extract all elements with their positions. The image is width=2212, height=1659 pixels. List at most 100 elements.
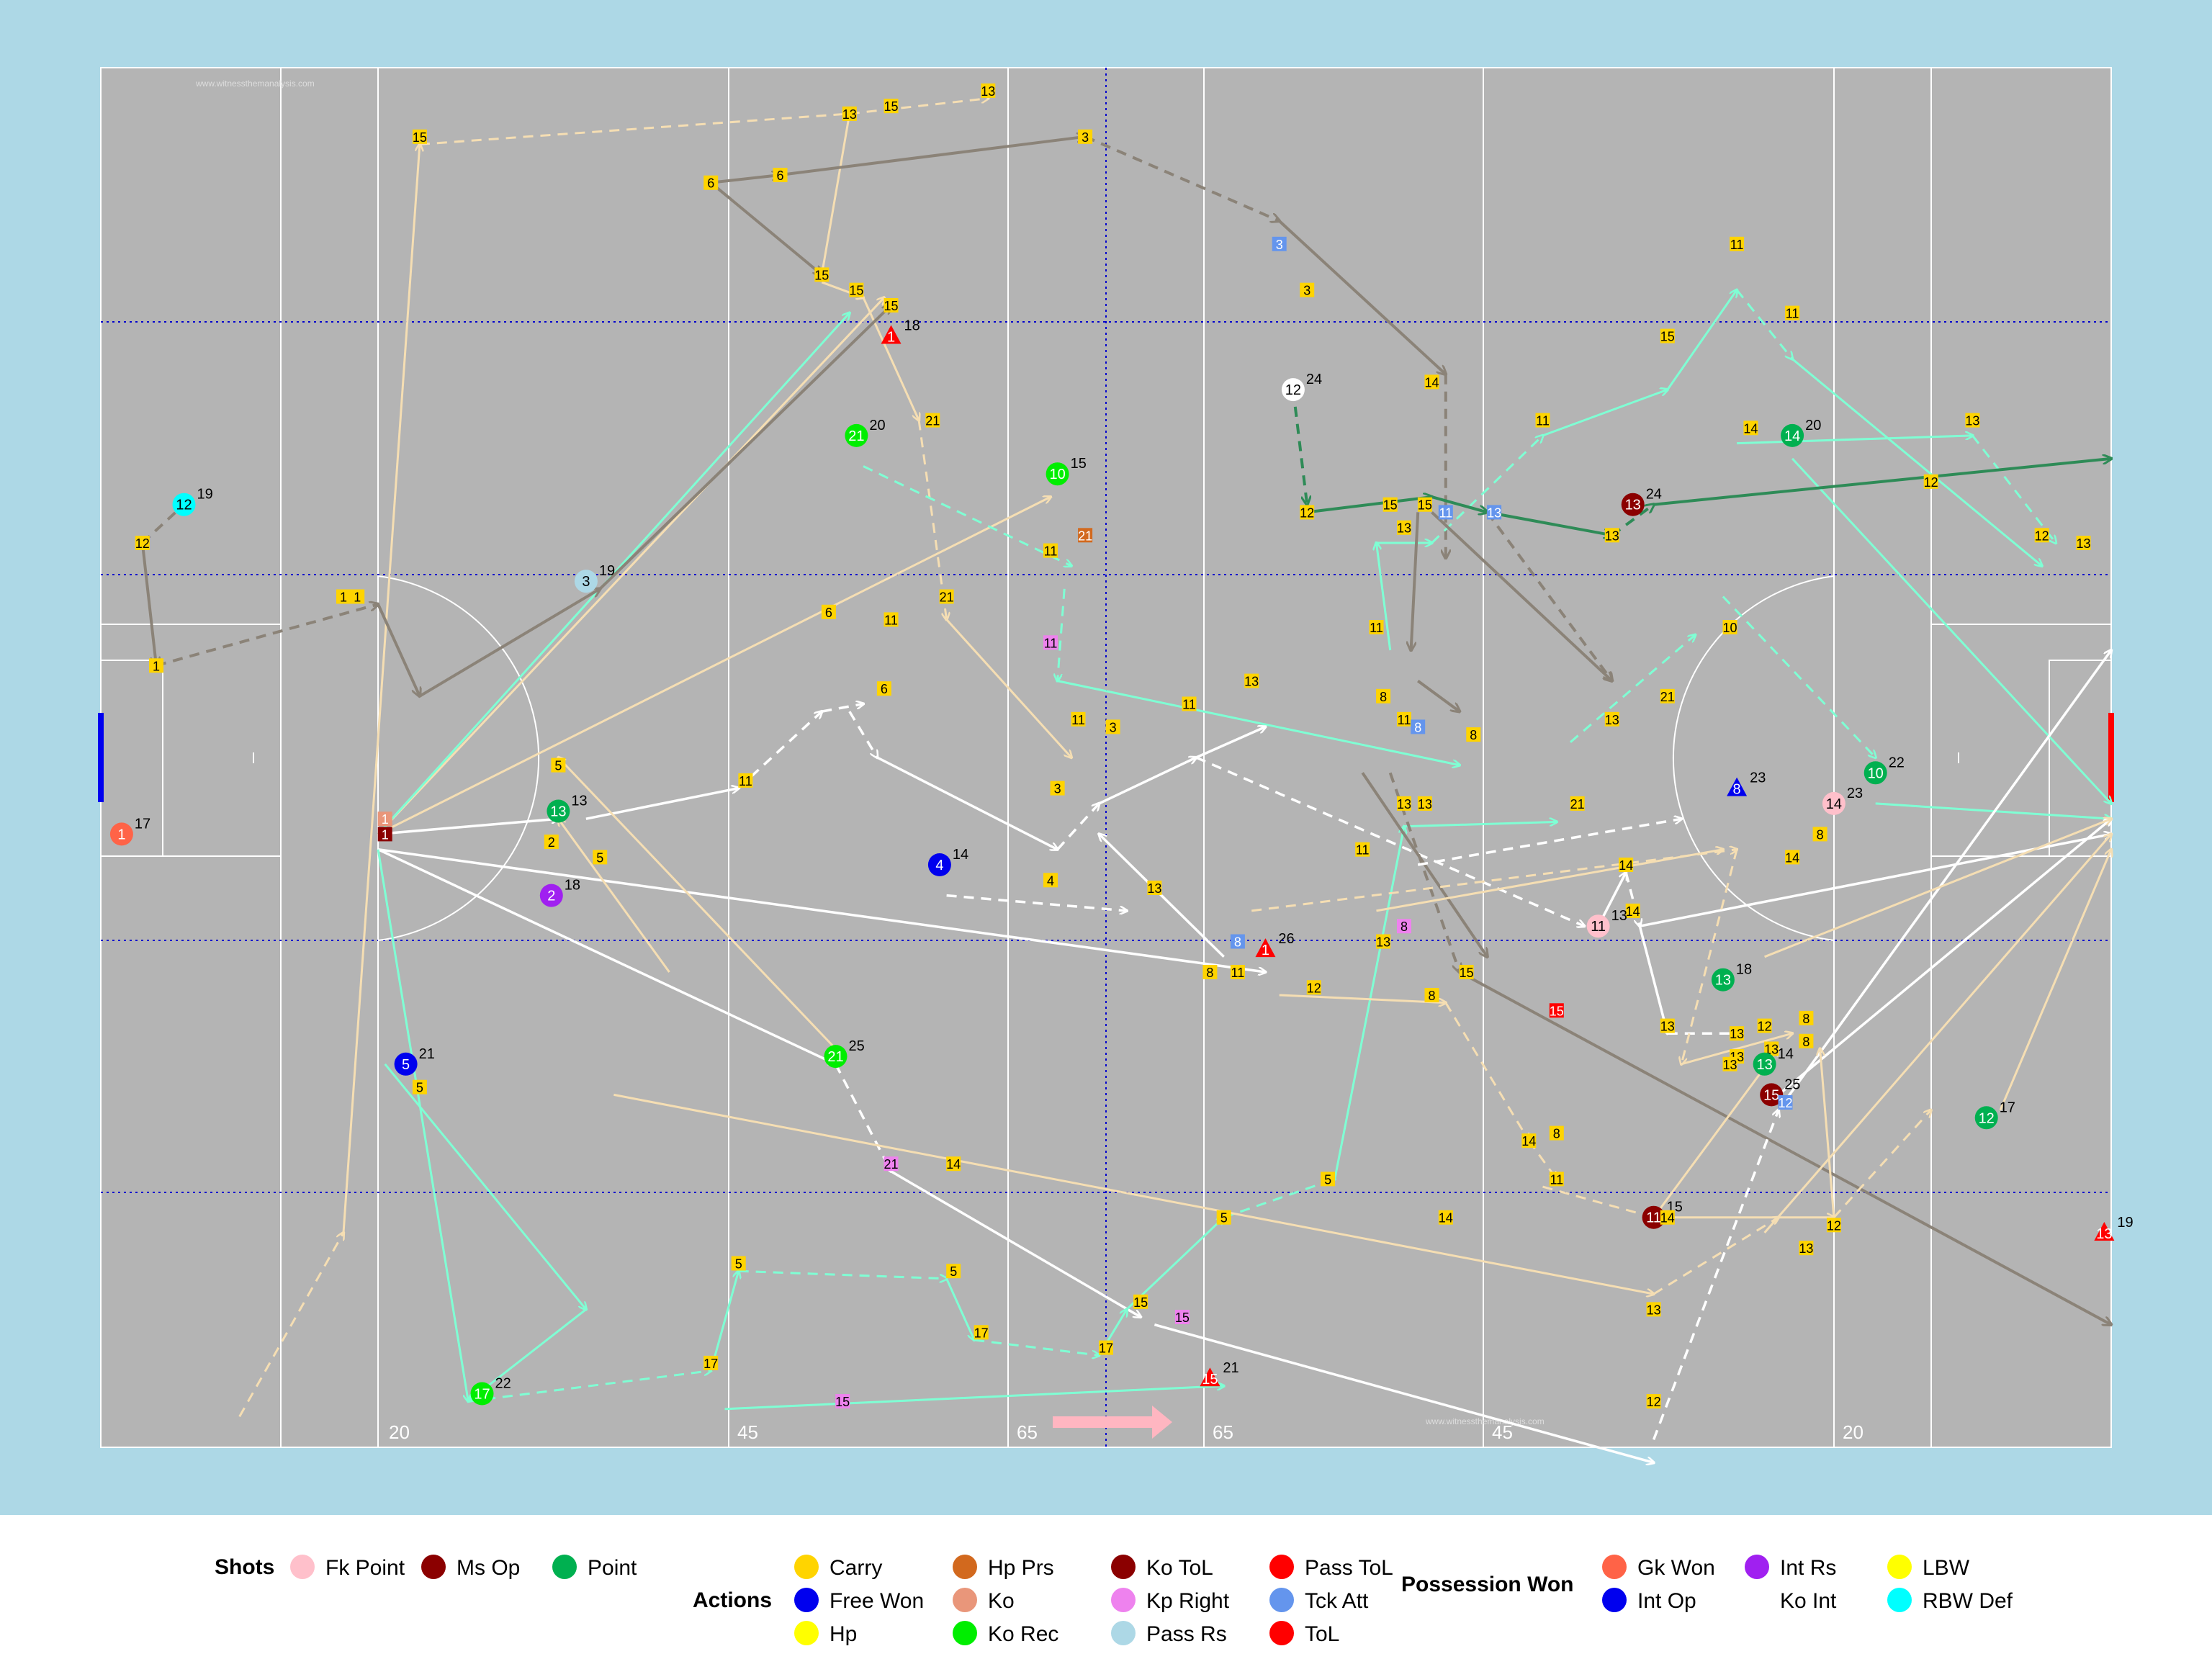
event-marker-79: 11: [1397, 711, 1411, 727]
event-marker-62: 1 26: [1255, 931, 1295, 958]
legend-key: [953, 1621, 977, 1645]
event-marker-92: 15: [1550, 1003, 1564, 1018]
event-marker-label: 5: [735, 1257, 742, 1272]
event-marker-label: 13: [1965, 414, 1979, 428]
legend-key: [1887, 1588, 1912, 1612]
event-marker-label: 5: [596, 850, 603, 865]
event-marker-107: 11 13: [1586, 908, 1627, 938]
event-marker-90: 12: [1307, 980, 1321, 995]
event-line-26: [1057, 680, 1460, 765]
event-marker-label: 8: [1802, 1035, 1809, 1049]
event-line-93: [1376, 850, 1723, 912]
legend-key: [953, 1588, 977, 1612]
event-marker-98: 14: [1660, 1210, 1675, 1226]
event-marker-55: 3: [1050, 781, 1065, 796]
event-marker-4: 1: [336, 589, 351, 605]
event-marker-12: 2: [544, 835, 559, 850]
event-marker-label: 8: [1401, 920, 1408, 934]
event-marker-label: 1: [1262, 943, 1269, 958]
event-line-97: [1279, 994, 1446, 1003]
legend-key: [953, 1555, 977, 1579]
event-marker-note: 19: [599, 563, 615, 579]
event-marker-label: 13: [1147, 881, 1161, 896]
event-line-34: [1098, 757, 1196, 805]
event-line-17: [377, 497, 1051, 835]
event-marker-26: 17: [974, 1325, 989, 1340]
event-marker-note: 26: [1278, 931, 1294, 947]
event-marker-label: 13: [1660, 1020, 1675, 1034]
event-marker-label: 13: [1397, 797, 1411, 811]
event-marker-label: 12: [1827, 1218, 1841, 1233]
event-marker-label: 15: [1660, 330, 1675, 344]
event-marker-label: 14: [1619, 858, 1633, 873]
distance-label-20-right: 20: [1843, 1421, 1863, 1443]
event-marker-note: 25: [849, 1038, 865, 1054]
event-marker-label: 13: [1487, 505, 1501, 520]
event-marker-label: 10: [1868, 765, 1884, 781]
event-marker-label: 11: [1439, 505, 1452, 520]
event-line-66: [1972, 434, 2056, 543]
event-marker-label: 3: [1303, 284, 1310, 298]
event-line-1: [342, 144, 420, 1233]
event-marker-label: 14: [1424, 375, 1439, 390]
event-marker-label: 21: [884, 1157, 898, 1172]
event-marker-label: 21: [848, 428, 864, 444]
event-marker-102: 12: [1827, 1218, 1841, 1233]
event-marker-133: 13: [1965, 413, 1979, 428]
event-line-109: [558, 819, 670, 973]
event-marker-67: 12 24: [1281, 372, 1322, 402]
event-line-40: [377, 848, 835, 1064]
event-marker-82: 13: [1605, 711, 1619, 727]
event-marker-11: 5: [551, 757, 566, 773]
event-marker-label: 15: [884, 99, 898, 114]
event-line-111: [1653, 1218, 1779, 1295]
event-line-58: [1377, 543, 1392, 651]
event-marker-68: 12: [1300, 505, 1314, 520]
legend-key: [794, 1588, 819, 1612]
event-marker-61: 8: [1230, 934, 1245, 950]
event-marker-label: 15: [835, 1395, 850, 1409]
event-marker-7: 3 19: [574, 563, 615, 593]
event-marker-28: 15: [1133, 1294, 1148, 1310]
event-marker-label: 11: [1182, 698, 1196, 712]
event-marker-41: 15: [884, 298, 899, 313]
legend-label: Ko: [988, 1589, 1015, 1613]
event-line-65: [1737, 436, 1972, 445]
event-marker-label: 14: [1626, 904, 1640, 919]
event-marker-note: 23: [1847, 786, 1863, 801]
event-marker-label: 15: [1202, 1372, 1218, 1388]
event-marker-label: 15: [849, 284, 863, 298]
event-marker-108: 14: [1785, 850, 1799, 865]
event-line-24: [863, 465, 1071, 566]
event-line-76: [1653, 459, 2111, 506]
event-marker-19: 17: [703, 1355, 718, 1371]
event-line-3: [849, 99, 989, 115]
pitch-surface: [100, 67, 2112, 1448]
legend-key: [1887, 1555, 1912, 1579]
legend-label: Kp Right: [1146, 1589, 1230, 1613]
event-marker-label: 1: [153, 659, 160, 673]
event-marker-118: 13 14: [1753, 1046, 1794, 1076]
event-marker-30: 5: [1216, 1210, 1231, 1226]
legend-label: ToL: [1305, 1622, 1339, 1646]
event-marker-53: 11: [1071, 711, 1086, 727]
event-marker-111: 13: [1730, 1026, 1744, 1041]
event-marker-100: 12: [1647, 1394, 1661, 1409]
event-marker-83: 13: [1397, 796, 1411, 811]
event-line-84: [1417, 819, 1681, 866]
event-marker-126: 10 22: [1863, 755, 1905, 785]
distance-label-20-left: 20: [389, 1421, 410, 1443]
event-marker-57: 4: [1043, 873, 1058, 888]
event-marker-32: 5: [1321, 1172, 1336, 1187]
event-line-25: [1058, 588, 1066, 681]
event-marker-71: 15: [1418, 497, 1432, 513]
event-marker-40: 15: [849, 282, 863, 298]
event-line-110: [1820, 1049, 1835, 1218]
event-marker-label: 21: [1570, 797, 1585, 811]
event-marker-label: 12: [1307, 981, 1321, 995]
event-marker-label: 15: [884, 299, 898, 313]
event-marker-21: 15: [835, 1394, 850, 1409]
event-marker-76: 13 24: [1621, 487, 1662, 516]
event-marker-note: 15: [1071, 456, 1087, 472]
